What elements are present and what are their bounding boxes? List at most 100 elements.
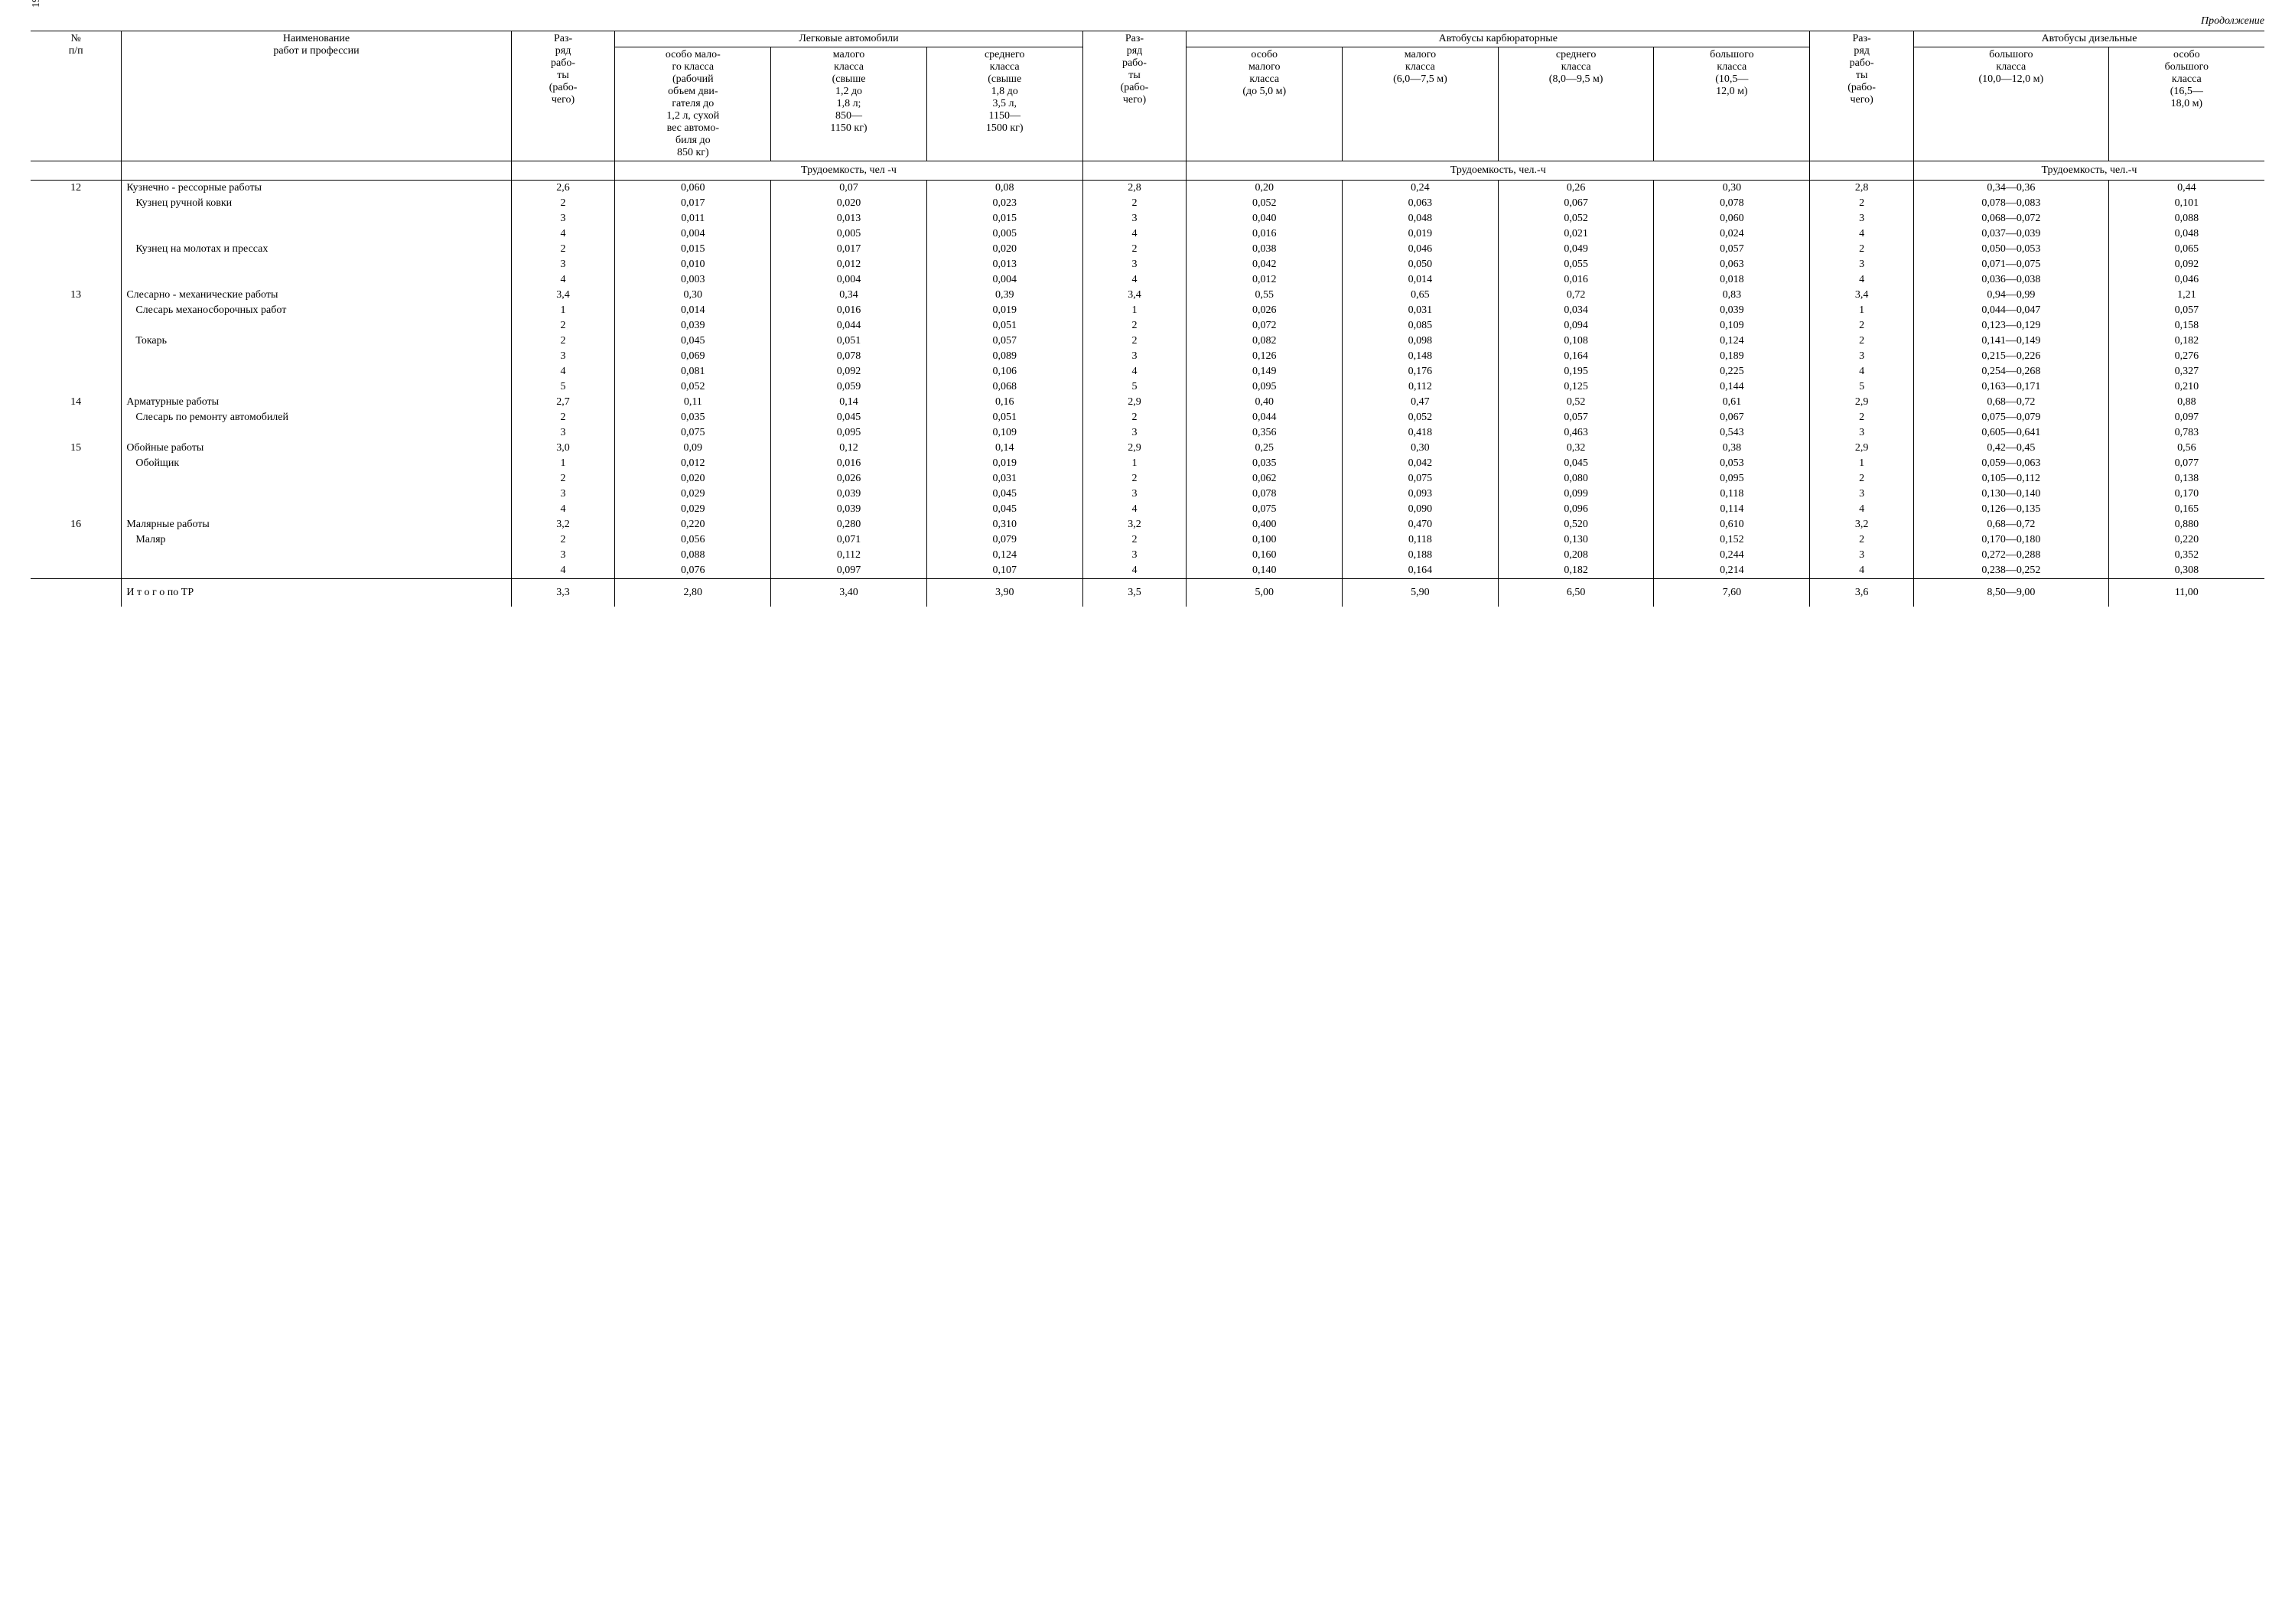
- cell: 5: [511, 379, 615, 395]
- cell: 3: [1810, 548, 1914, 563]
- hdr-cars-c: среднегокласса(свыше1,8 до3,5 л,1150—150…: [926, 47, 1082, 161]
- cell: 0,126—0,135: [1914, 502, 2109, 517]
- cell: 0,141—0,149: [1914, 334, 2109, 349]
- cell: 0,225: [1654, 364, 1810, 379]
- cell: 0,045: [926, 502, 1082, 517]
- cell: 3: [1082, 349, 1187, 364]
- cell: 0,085: [1343, 318, 1499, 334]
- cell: 2: [1810, 471, 1914, 487]
- cell: [122, 471, 511, 487]
- cell: 0,052: [1187, 196, 1343, 211]
- hdr-name: Наименованиеработ и профессии: [122, 31, 511, 161]
- total-c1: 2,80: [615, 579, 771, 607]
- total-label: И т о г о по ТР: [122, 579, 511, 607]
- hdr-n: №п/п: [31, 31, 122, 161]
- cell: [31, 425, 122, 441]
- cell: 0,067: [1498, 196, 1654, 211]
- total-d1: 8,50—9,00: [1914, 579, 2109, 607]
- cell: 0,050: [1343, 257, 1499, 272]
- cell: 0,078: [771, 349, 927, 364]
- cell: 0,34: [771, 288, 927, 303]
- cell: 0,418: [1343, 425, 1499, 441]
- cell: [31, 471, 122, 487]
- hdr-busd-b: особобольшогокласса(16,5—18,0 м): [2108, 47, 2264, 161]
- cell: [122, 349, 511, 364]
- cell: 0,052: [615, 379, 771, 395]
- cell: 0,72: [1498, 288, 1654, 303]
- total-row: И т о г о по ТР 3,3 2,80 3,40 3,90 3,5 5…: [31, 579, 2264, 607]
- cell: [31, 211, 122, 226]
- cell: 0,39: [926, 288, 1082, 303]
- cell: 3: [511, 349, 615, 364]
- cell: 0,003: [615, 272, 771, 288]
- cell: 0,078: [1654, 196, 1810, 211]
- table-row: 40,0040,0050,00540,0160,0190,0210,02440,…: [31, 226, 2264, 242]
- cell: 0,124: [926, 548, 1082, 563]
- total-b2: 5,90: [1343, 579, 1499, 607]
- table-row: 20,0200,0260,03120,0620,0750,0800,09520,…: [31, 471, 2264, 487]
- hdr-busc-b: малогокласса(6,0—7,5 м): [1343, 47, 1499, 161]
- total-b3: 6,50: [1498, 579, 1654, 607]
- hdr-busc-c: среднегокласса(8,0—9,5 м): [1498, 47, 1654, 161]
- cell: 0,013: [926, 257, 1082, 272]
- cell: 0,057: [2108, 303, 2264, 318]
- cell: 3: [1082, 487, 1187, 502]
- cell: 0,543: [1654, 425, 1810, 441]
- cell: 0,079: [926, 532, 1082, 548]
- cell: 0,042: [1343, 456, 1499, 471]
- cell: 3,2: [1082, 517, 1187, 532]
- cell: 3: [1082, 425, 1187, 441]
- table-row: Токарь20,0450,0510,05720,0820,0980,1080,…: [31, 334, 2264, 349]
- cell: 0,081: [615, 364, 771, 379]
- cell: 0,68—0,72: [1914, 395, 2109, 410]
- cell: 2,9: [1810, 395, 1914, 410]
- table-row: 40,0290,0390,04540,0750,0900,0960,11440,…: [31, 502, 2264, 517]
- cell: 3: [1082, 211, 1187, 226]
- table-row: Кузнец ручной ковки20,0170,0200,02320,05…: [31, 196, 2264, 211]
- total-d2: 11,00: [2108, 579, 2264, 607]
- cell: 2: [1810, 334, 1914, 349]
- cell: 0,045: [771, 410, 927, 425]
- table-row: 20,0390,0440,05120,0720,0850,0940,10920,…: [31, 318, 2264, 334]
- hdr-group-bus-d: Автобусы дизельные: [1914, 31, 2265, 47]
- table-row: Кузнец на молотах и прессах20,0150,0170,…: [31, 242, 2264, 257]
- cell: 0,092: [771, 364, 927, 379]
- cell: 0,018: [1654, 272, 1810, 288]
- cell: 0,170—0,180: [1914, 532, 2109, 548]
- cell: 0,160: [1187, 548, 1343, 563]
- cell: [31, 303, 122, 318]
- cell: 0,019: [926, 303, 1082, 318]
- cell: 0,26: [1498, 181, 1654, 197]
- cell: 1: [511, 456, 615, 471]
- cell: [31, 334, 122, 349]
- total-r3: 3,6: [1810, 579, 1914, 607]
- cell: 0,94—0,99: [1914, 288, 2109, 303]
- cell: 1: [1082, 456, 1187, 471]
- cell: 15: [31, 441, 122, 456]
- cell: 0,108: [1498, 334, 1654, 349]
- cell: 2: [511, 334, 615, 349]
- cell: 0,165: [2108, 502, 2264, 517]
- cell: 0,068—0,072: [1914, 211, 2109, 226]
- cell: 0,24: [1343, 181, 1499, 197]
- cell: 3: [511, 211, 615, 226]
- cell: 0,015: [926, 211, 1082, 226]
- cell: 0,052: [1498, 211, 1654, 226]
- cell: 0,088: [2108, 211, 2264, 226]
- total-c2: 3,40: [771, 579, 927, 607]
- cell: 2: [1082, 318, 1187, 334]
- cell: 0,11: [615, 395, 771, 410]
- table-row: Слесарь по ремонту автомобилей20,0350,04…: [31, 410, 2264, 425]
- cell: 0,83: [1654, 288, 1810, 303]
- cell: [122, 364, 511, 379]
- cell: 0,044: [771, 318, 927, 334]
- cell: 0,880: [2108, 517, 2264, 532]
- cell: 0,039: [771, 502, 927, 517]
- hdr-cars-b: малогокласса(свыше1,2 до1,8 л;850—1150 к…: [771, 47, 927, 161]
- cell: [31, 379, 122, 395]
- cell: 0,020: [771, 196, 927, 211]
- hdr-busc-a: особомалогокласса(до 5,0 м): [1187, 47, 1343, 161]
- cell: 2: [1082, 334, 1187, 349]
- cell: 0,062: [1187, 471, 1343, 487]
- cell: 0,47: [1343, 395, 1499, 410]
